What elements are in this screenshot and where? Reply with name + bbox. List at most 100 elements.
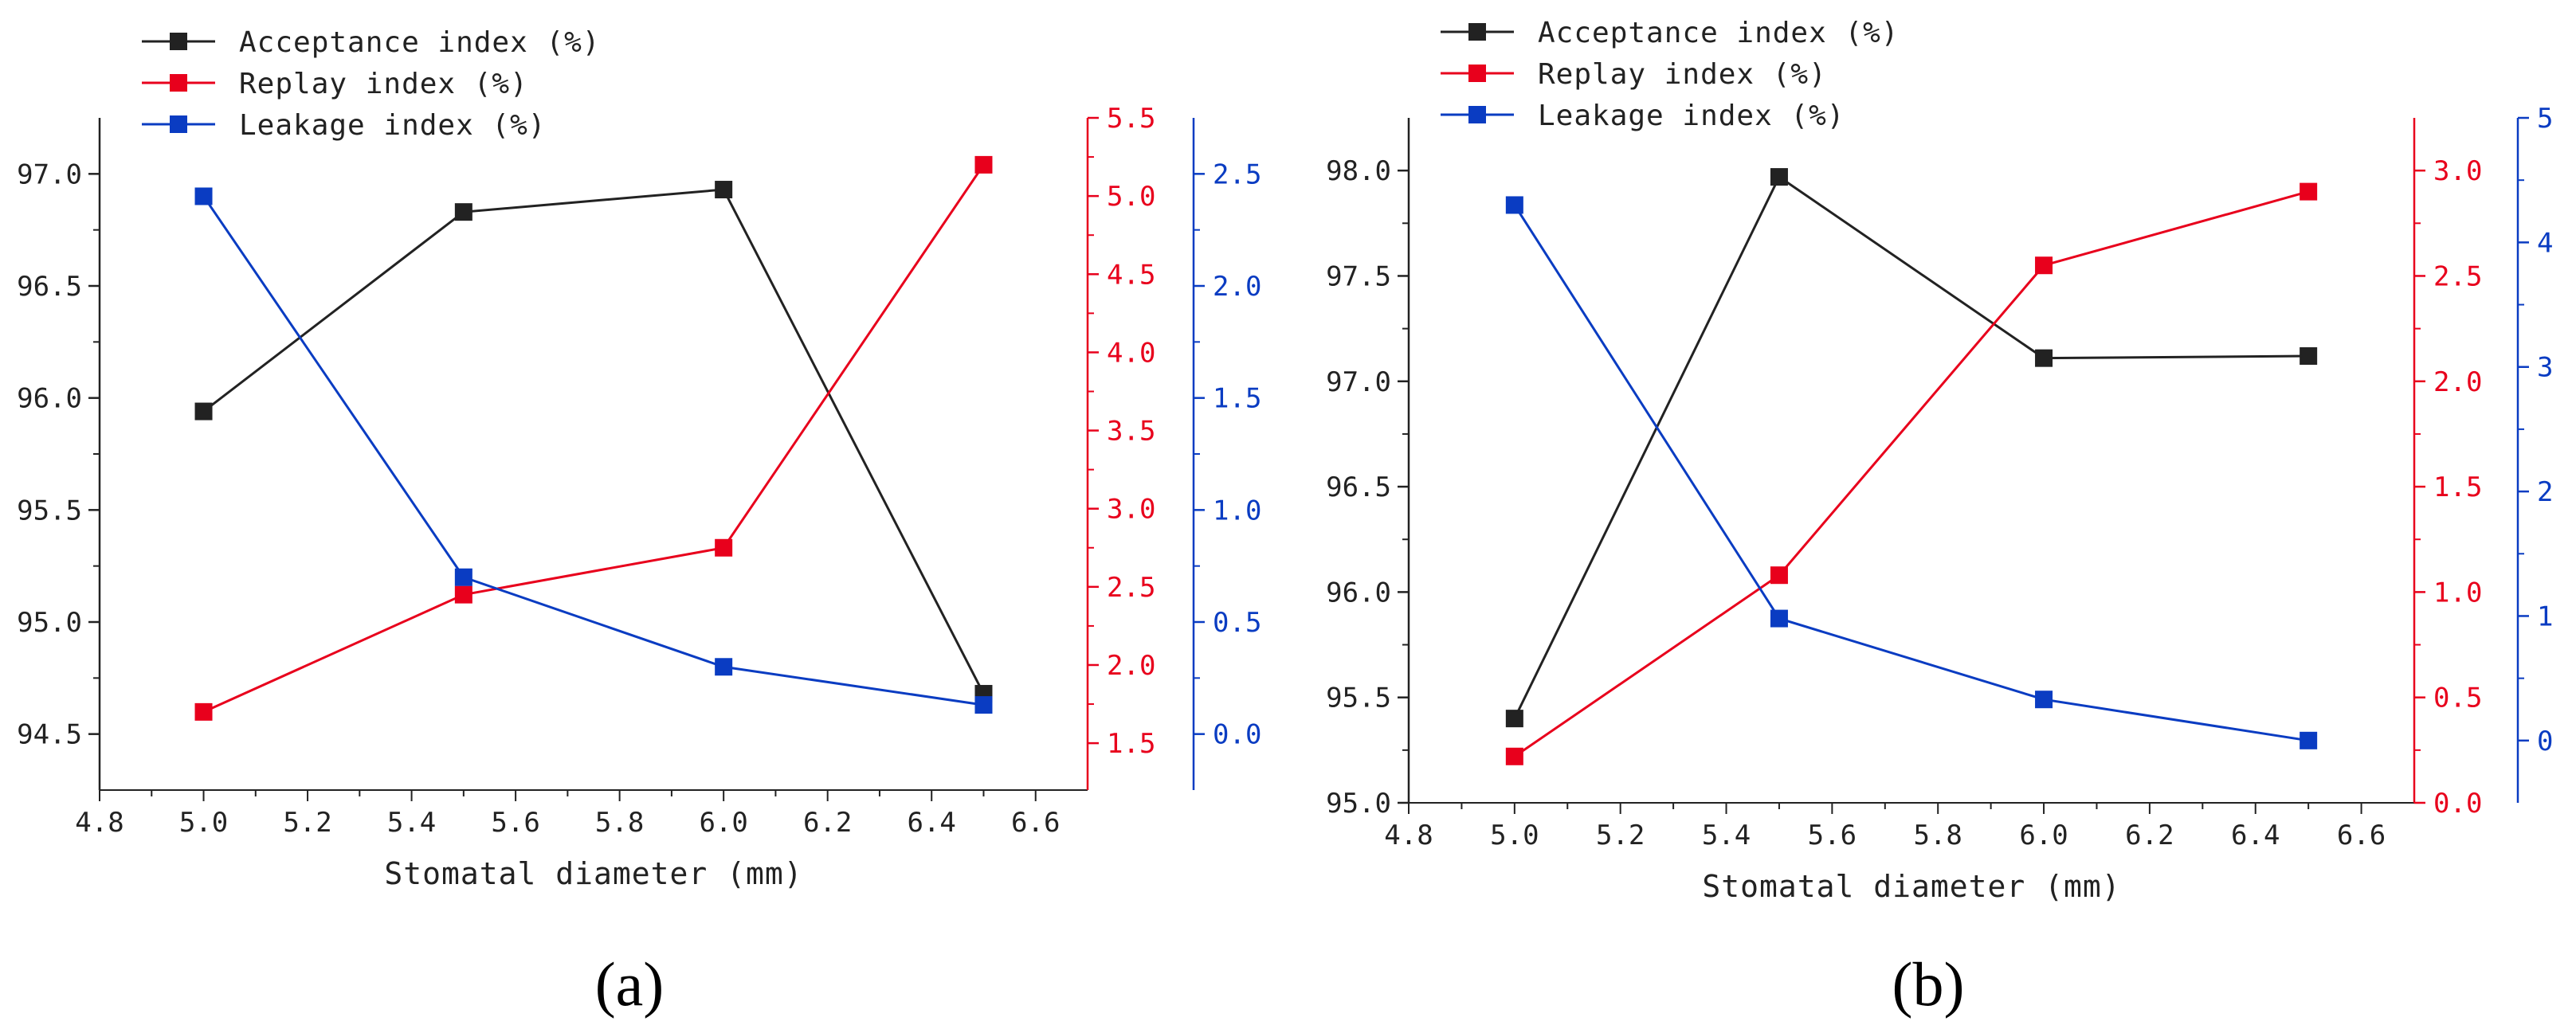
data-point — [2035, 349, 2053, 367]
data-point — [2035, 691, 2053, 709]
x-tick-label: 5.6 — [491, 807, 539, 839]
legend-marker — [170, 33, 187, 50]
legend-label: Replay index (%) — [239, 68, 528, 100]
x-tick-label: 6.6 — [1011, 807, 1060, 839]
y-tick-label: 1.5 — [2433, 471, 2482, 503]
data-point — [1770, 168, 1788, 186]
x-axis: 4.8 5.0 5.2 5.4 5.6 5.8 6.0 6.2 6.4 6.6 Stomatal d… — [1384, 802, 2414, 904]
legend-marker — [1468, 23, 1486, 41]
y-tick-label: 96.0 — [17, 383, 82, 415]
x-tick-label: 6.4 — [907, 807, 955, 839]
data-point — [974, 696, 993, 714]
data-point — [2300, 347, 2318, 366]
legend-label: Acceptance index (%) — [1538, 17, 1899, 49]
y-tick-label: 95.0 — [1326, 788, 1391, 820]
x-tick-label: 6.6 — [2337, 820, 2386, 851]
y-tick-label: 98.0 — [1326, 155, 1391, 187]
legend-marker — [170, 115, 187, 133]
series-line — [1513, 190, 2309, 758]
data-point — [2300, 731, 2318, 749]
left-y-axis: 94.5 95.0 95.5 96.0 96.5 97.0 — [17, 118, 101, 790]
y-tick-label: 95.0 — [17, 607, 82, 639]
y-tick-label: 1.0 — [1213, 495, 1261, 526]
right2-y-axis: 0 1 2 3 4 5 — [2516, 103, 2553, 803]
legend-marker — [1468, 65, 1486, 82]
y-tick-label: 3.0 — [1107, 494, 1155, 526]
series-right2 — [1505, 196, 2318, 749]
x-tick-label: 5.4 — [1702, 820, 1751, 851]
y-tick-label: 2 — [2537, 476, 2553, 508]
series-line — [202, 188, 985, 694]
y-tick-label: 3.0 — [2433, 155, 2482, 187]
y-tick-label: 2.0 — [1213, 271, 1261, 303]
x-tick-label: 5.0 — [1490, 820, 1539, 851]
y-tick-label: 0.5 — [2433, 683, 2482, 714]
y-tick-label: 3 — [2537, 352, 2553, 384]
y-tick-label: 1.5 — [1213, 383, 1261, 415]
chart-panel-b: 4.8 5.0 5.2 5.4 5.6 5.8 6.0 6.2 6.4 6.6 Stomatal d… — [1326, 17, 2553, 1019]
data-point — [715, 658, 733, 676]
x-axis: 4.8 5.0 5.2 5.4 5.6 5.8 6.0 6.2 6.4 6.6 Stomatal d… — [75, 789, 1088, 891]
y-tick-label: 95.5 — [17, 495, 82, 526]
series-line — [202, 164, 985, 714]
y-tick-label: 5.5 — [1107, 103, 1155, 135]
data-point — [454, 203, 472, 221]
y-tick-label: 94.5 — [17, 719, 82, 751]
x-tick-label: 5.6 — [1808, 820, 1857, 851]
legend: Acceptance index (%) Replay index (%) Leak… — [142, 26, 600, 142]
y-tick-label: 1.0 — [2433, 577, 2482, 608]
panel-label: (b) — [1892, 949, 1965, 1019]
x-tick-label: 5.0 — [179, 807, 228, 839]
panel-label: (a) — [595, 949, 665, 1019]
data-point — [454, 585, 472, 604]
right1-y-axis: 1.5 2.0 2.5 3.0 3.5 4.0 4.5 5.0 5.5 — [1086, 103, 1155, 790]
y-tick-label: 96.5 — [17, 271, 82, 303]
data-point — [974, 155, 993, 174]
y-tick-label: 2.0 — [2433, 366, 2482, 398]
series-left — [194, 181, 993, 703]
y-tick-label: 96.0 — [1326, 577, 1391, 608]
y-tick-label: 4 — [2537, 227, 2553, 259]
series-line — [1513, 174, 2309, 719]
y-tick-label: 2.0 — [1107, 650, 1155, 682]
x-tick-label: 6.4 — [2231, 820, 2280, 851]
x-tick-label: 5.8 — [1913, 820, 1962, 851]
x-tick-label: 4.8 — [75, 807, 124, 839]
legend-label: Acceptance index (%) — [239, 26, 600, 59]
series-line — [1513, 204, 2309, 742]
y-tick-label: 0.0 — [1213, 719, 1261, 751]
data-point — [454, 568, 472, 586]
y-tick-label: 2.5 — [2433, 260, 2482, 292]
y-tick-label: 2.5 — [1107, 572, 1155, 604]
x-tick-label: 6.0 — [699, 807, 747, 839]
legend: Acceptance index (%) Replay index (%) Leak… — [1441, 17, 1899, 132]
y-tick-label: 5 — [2537, 103, 2553, 135]
series-left — [1505, 168, 2318, 728]
legend-marker — [170, 74, 187, 92]
legend-label: Replay index (%) — [1538, 58, 1827, 91]
data-point — [2035, 256, 2053, 275]
data-point — [1770, 609, 1788, 628]
legend-marker — [1468, 106, 1486, 123]
legend-label: Leakage index (%) — [239, 109, 546, 142]
y-tick-label: 0.5 — [1213, 607, 1261, 639]
data-point — [194, 702, 213, 721]
y-tick-label: 96.5 — [1326, 471, 1391, 503]
x-tick-label: 5.2 — [283, 807, 331, 839]
chart-panel-a: 4.8 5.0 5.2 5.4 5.6 5.8 6.0 6.2 6.4 6.6 Stomatal d… — [17, 26, 1261, 1019]
right1-y-axis: 0.0 0.5 1.0 1.5 2.0 2.5 3.0 — [2413, 118, 2482, 820]
series-right1 — [194, 155, 993, 721]
data-point — [715, 181, 733, 199]
y-tick-label: 2.5 — [1213, 158, 1261, 190]
y-tick-label: 0.0 — [2433, 788, 2482, 820]
left-y-axis: 95.0 95.5 96.0 96.5 97.0 97.5 98.0 — [1326, 118, 1410, 820]
x-tick-label: 6.0 — [2019, 820, 2068, 851]
data-point — [1505, 710, 1523, 728]
y-tick-label: 0 — [2537, 726, 2553, 757]
x-tick-label: 5.4 — [387, 807, 436, 839]
y-tick-label: 1 — [2537, 601, 2553, 632]
y-tick-label: 97.0 — [1326, 366, 1391, 398]
y-tick-label: 1.5 — [1107, 728, 1155, 760]
legend-label: Leakage index (%) — [1538, 100, 1845, 132]
